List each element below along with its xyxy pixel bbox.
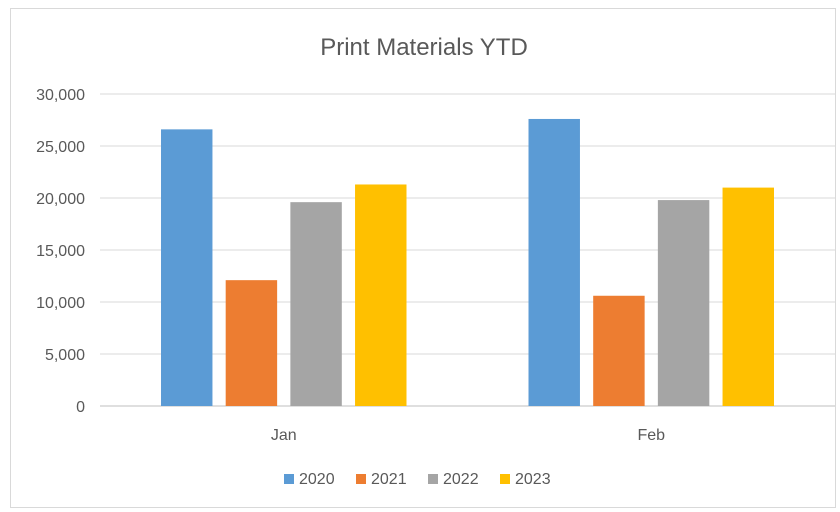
legend-swatch [428,474,438,484]
x-tick-label: Feb [637,427,665,444]
y-tick-label: 5,000 [45,347,85,364]
legend: 2020 2021 2022 2023 [284,471,551,488]
bar-2023-jan [355,184,407,406]
bar-2020-jan [161,129,213,407]
y-tick-label: 25,000 [36,139,85,156]
bar-2022-feb [657,200,710,406]
y-tick-label: 20,000 [36,191,85,208]
legend-swatch [500,474,510,484]
bars [161,118,774,407]
y-tick-label: 30,000 [36,87,85,104]
chart-title: Print Materials YTD [320,34,528,61]
y-axis-ticks: 0 5,000 10,000 15,000 20,000 25,000 30,000 [36,87,85,416]
bar-2020-feb [528,118,580,407]
y-tick-label: 0 [76,399,85,416]
legend-swatch [356,474,366,484]
bar-2021-jan [225,280,278,406]
y-tick-label: 15,000 [36,243,85,260]
y-tick-label: 10,000 [36,295,85,312]
legend-label: 2023 [515,471,551,488]
legend-swatch [284,474,294,484]
gridlines [100,93,835,407]
bar-2022-jan [290,202,342,406]
x-tick-label: Jan [271,427,297,444]
x-axis-ticks: Jan Feb [271,427,665,444]
bar-2023-feb [722,187,774,406]
legend-label: 2022 [443,471,479,488]
bar-2021-feb [593,295,645,406]
legend-label: 2020 [299,471,335,488]
legend-label: 2021 [371,471,407,488]
